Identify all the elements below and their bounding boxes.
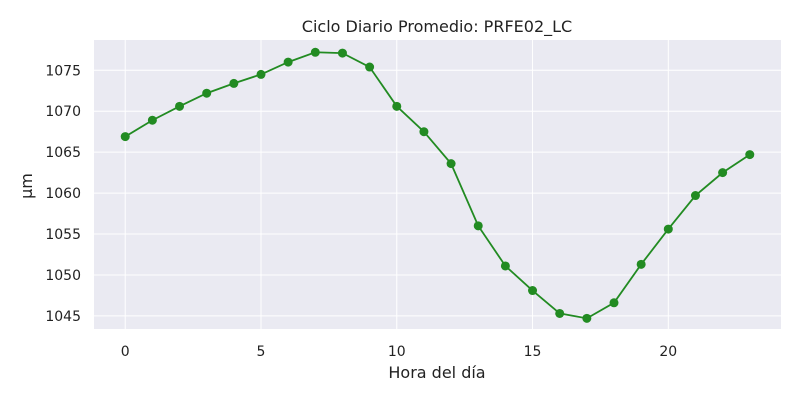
y-tick-label: 1045 — [45, 309, 81, 325]
series-line — [124, 51, 751, 320]
data-point — [528, 286, 538, 296]
y-tick-label: 1050 — [45, 268, 81, 284]
data-point — [718, 168, 728, 178]
series-layer — [120, 47, 755, 323]
y-axis-label: µm — [17, 173, 36, 199]
data-point — [745, 150, 755, 160]
data-point — [446, 159, 456, 169]
data-point — [310, 47, 320, 57]
y-tick-label: 1060 — [45, 186, 81, 202]
y-tick-label: 1055 — [45, 227, 81, 243]
x-tick-label: 5 — [257, 344, 266, 360]
data-point — [337, 48, 347, 58]
x-tick-labels: 0 5 10 15 20 — [121, 344, 677, 360]
data-point — [392, 101, 402, 111]
data-point — [609, 298, 619, 308]
data-point — [202, 88, 212, 98]
y-tick-label: 1065 — [45, 145, 81, 161]
x-tick-label: 15 — [524, 344, 542, 360]
data-point — [365, 62, 375, 72]
data-point — [636, 259, 646, 269]
x-tick-label: 0 — [121, 344, 130, 360]
data-point — [419, 127, 429, 137]
data-point — [555, 308, 565, 318]
y-tick-labels: 1045 1050 1055 1060 1065 1070 1075 — [45, 63, 81, 325]
data-point — [229, 78, 239, 88]
data-point — [582, 313, 592, 323]
data-point — [500, 261, 510, 271]
data-point — [663, 224, 673, 234]
data-point — [283, 57, 293, 67]
plot-area — [94, 40, 781, 329]
chart-title: Ciclo Diario Promedio: PRFE02_LC — [302, 17, 572, 37]
x-tick-label: 10 — [388, 344, 406, 360]
data-point — [175, 101, 185, 111]
data-point — [690, 191, 700, 201]
data-point — [256, 69, 266, 79]
data-point — [473, 221, 483, 231]
x-tick-label: 20 — [659, 344, 677, 360]
grid — [94, 40, 781, 329]
data-point — [147, 115, 157, 125]
y-tick-label: 1070 — [45, 104, 81, 120]
y-tick-label: 1075 — [45, 63, 81, 79]
x-axis-label: Hora del día — [388, 363, 485, 382]
data-point — [120, 132, 130, 142]
